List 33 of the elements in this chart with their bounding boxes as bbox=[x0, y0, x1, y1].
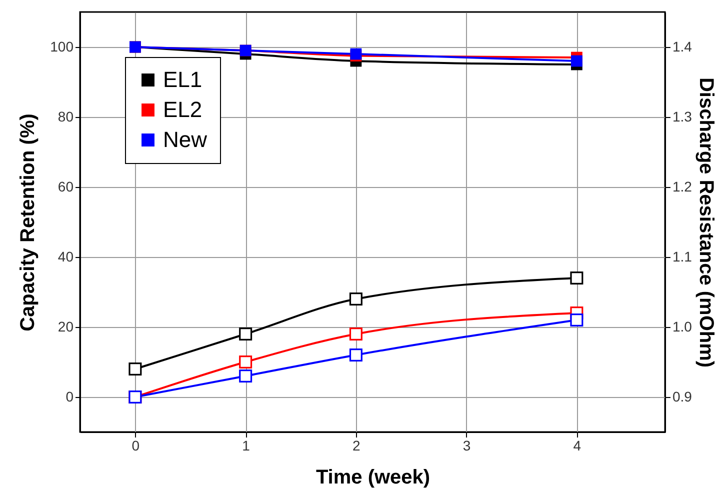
x-tick-label: 3 bbox=[462, 438, 471, 454]
y2-tick-label: 1.1 bbox=[672, 248, 692, 264]
y2-tick-label: 1.3 bbox=[672, 108, 692, 124]
point bbox=[239, 370, 252, 382]
x-tick-label: 1 bbox=[242, 438, 250, 454]
point bbox=[349, 292, 362, 306]
point bbox=[570, 314, 584, 326]
point bbox=[349, 348, 362, 362]
point bbox=[349, 328, 362, 340]
y-tick-label: 0 bbox=[66, 388, 74, 404]
y2-tick-label: 0.9 bbox=[672, 388, 692, 404]
legend-label: New bbox=[163, 127, 208, 152]
y2-tick-label: 1.2 bbox=[672, 178, 692, 194]
x-axis-title: Time (week) bbox=[316, 466, 430, 488]
y2-axis-title: Discharge Resistance (mOhm) bbox=[694, 77, 717, 368]
y-tick-label: 20 bbox=[58, 318, 74, 334]
point bbox=[239, 356, 252, 368]
y-axis-title: Capacity Retention (%) bbox=[17, 114, 40, 332]
point bbox=[570, 272, 584, 284]
x-tick-label: 0 bbox=[132, 438, 140, 454]
x-tick-label: 2 bbox=[352, 438, 361, 454]
y-tick-label: 80 bbox=[58, 108, 74, 124]
legend-label: EL2 bbox=[163, 97, 202, 122]
y-tick-label: 100 bbox=[50, 38, 74, 54]
y2-tick-label: 1.0 bbox=[672, 318, 692, 334]
y2-tick-label: 1.4 bbox=[672, 38, 692, 54]
x-tick-label: 4 bbox=[573, 438, 582, 454]
point bbox=[239, 328, 252, 340]
point bbox=[128, 362, 142, 376]
legend-label: EL1 bbox=[163, 67, 202, 92]
point bbox=[570, 55, 582, 67]
y-tick-label: 60 bbox=[58, 178, 74, 194]
y-tick-label: 40 bbox=[58, 248, 74, 264]
